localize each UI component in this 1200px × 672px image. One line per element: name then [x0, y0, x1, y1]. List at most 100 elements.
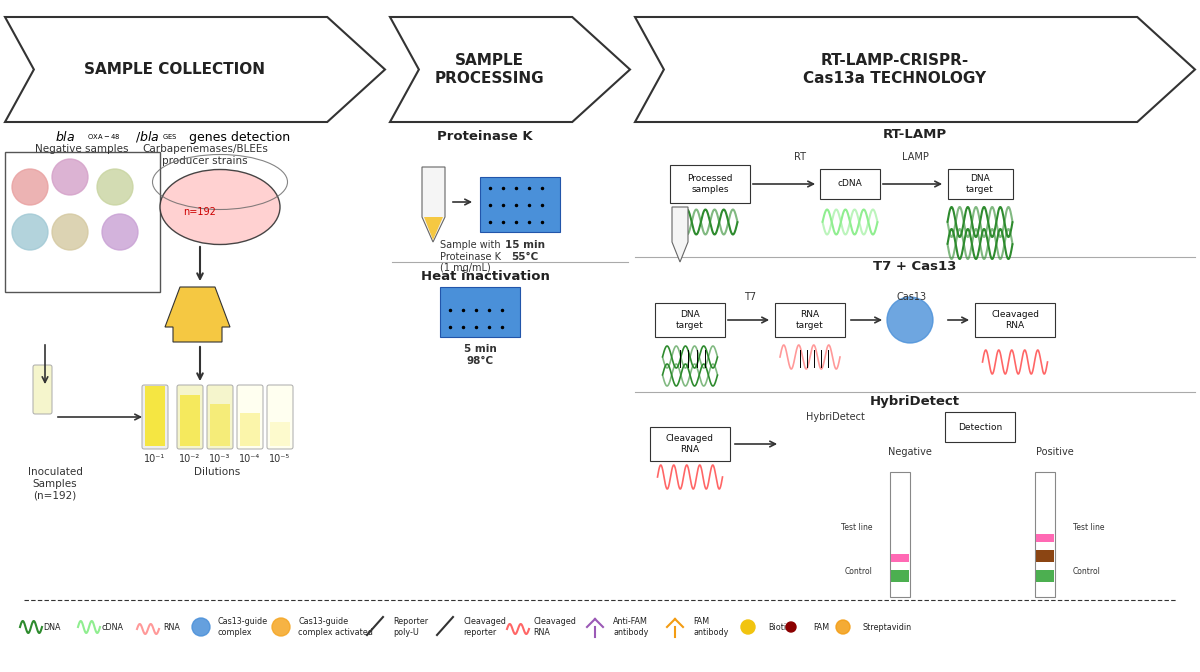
Text: n=192: n=192 [184, 207, 216, 217]
FancyBboxPatch shape [142, 385, 168, 449]
Text: HybriDetect: HybriDetect [805, 412, 864, 422]
Text: Positive: Positive [1036, 447, 1074, 457]
Text: DNA
target: DNA target [676, 310, 704, 330]
Circle shape [52, 214, 88, 250]
Circle shape [742, 620, 755, 634]
Text: FAM
antibody: FAM antibody [694, 618, 728, 636]
Bar [1036, 534, 1054, 542]
FancyBboxPatch shape [440, 287, 520, 337]
Text: $\mathregular{_{OXA-48}}$: $\mathregular{_{OXA-48}}$ [88, 132, 120, 142]
Text: LAMP: LAMP [901, 152, 929, 162]
Circle shape [52, 159, 88, 195]
Circle shape [192, 618, 210, 636]
Circle shape [272, 618, 290, 636]
Text: $\mathregular{_{GES}}$: $\mathregular{_{GES}}$ [162, 132, 178, 142]
FancyBboxPatch shape [180, 395, 200, 446]
Text: Sample with
Proteinase K
(1 mg/mL): Sample with Proteinase K (1 mg/mL) [440, 240, 502, 274]
FancyBboxPatch shape [240, 413, 260, 446]
Text: Negative samples: Negative samples [35, 144, 128, 154]
Text: T7: T7 [744, 292, 756, 302]
Text: Cleavaged
RNA: Cleavaged RNA [666, 434, 714, 454]
Text: Test line: Test line [840, 523, 872, 532]
Text: Cas13-guide
complex: Cas13-guide complex [218, 618, 268, 636]
Text: 10⁻⁴: 10⁻⁴ [239, 454, 260, 464]
Text: HybriDetect: HybriDetect [870, 396, 960, 409]
Text: 15 min
55°C: 15 min 55°C [505, 240, 545, 261]
Text: 10⁻¹: 10⁻¹ [144, 454, 166, 464]
Circle shape [97, 169, 133, 205]
Text: Heat inactivation: Heat inactivation [420, 271, 550, 284]
Text: Processed
samples: Processed samples [688, 174, 733, 194]
FancyBboxPatch shape [948, 169, 1013, 199]
Bar [890, 570, 910, 582]
Circle shape [12, 214, 48, 250]
Text: 10⁻⁵: 10⁻⁵ [269, 454, 290, 464]
Text: Biotin: Biotin [768, 622, 791, 632]
Text: RT-LAMP-CRISPR-
Cas13a TECHNOLOGY: RT-LAMP-CRISPR- Cas13a TECHNOLOGY [803, 53, 986, 86]
Text: Cleavaged
RNA: Cleavaged RNA [991, 310, 1039, 330]
Text: Reporter
poly-U: Reporter poly-U [394, 618, 428, 636]
FancyBboxPatch shape [890, 472, 910, 597]
Text: $\it{bla}$: $\it{bla}$ [55, 130, 76, 144]
FancyBboxPatch shape [210, 404, 230, 446]
Text: 10⁻²: 10⁻² [179, 454, 200, 464]
Text: RT-LAMP: RT-LAMP [883, 128, 947, 140]
Text: DNA: DNA [43, 622, 60, 632]
Polygon shape [5, 17, 385, 122]
Text: SAMPLE
PROCESSING: SAMPLE PROCESSING [434, 53, 545, 86]
FancyBboxPatch shape [238, 385, 263, 449]
Text: FAM: FAM [814, 622, 829, 632]
FancyBboxPatch shape [974, 303, 1055, 337]
Text: Test line: Test line [1073, 523, 1104, 532]
Ellipse shape [160, 169, 280, 245]
FancyBboxPatch shape [655, 303, 725, 337]
Polygon shape [424, 217, 443, 240]
Circle shape [102, 214, 138, 250]
Text: Cleavaged
reporter: Cleavaged reporter [463, 618, 506, 636]
Text: Cas13: Cas13 [896, 292, 928, 302]
Text: cDNA: cDNA [838, 179, 863, 189]
Text: Control: Control [844, 567, 872, 577]
Polygon shape [672, 207, 688, 262]
Text: Control: Control [1073, 567, 1100, 577]
FancyBboxPatch shape [946, 412, 1015, 442]
FancyBboxPatch shape [266, 385, 293, 449]
Text: Inoculated
Samples
(n=192): Inoculated Samples (n=192) [28, 467, 83, 500]
Text: 10⁻³: 10⁻³ [209, 454, 230, 464]
Circle shape [887, 297, 934, 343]
Text: $/\it{bla}$: $/\it{bla}$ [134, 130, 160, 144]
Text: genes detection: genes detection [185, 130, 290, 144]
FancyBboxPatch shape [5, 152, 160, 292]
Text: Dilutions: Dilutions [194, 467, 240, 477]
Text: Cleavaged
RNA: Cleavaged RNA [533, 618, 576, 636]
Bar [890, 554, 910, 562]
FancyBboxPatch shape [32, 365, 52, 414]
Polygon shape [390, 17, 630, 122]
Text: Cas13-guide
complex activated: Cas13-guide complex activated [298, 618, 373, 636]
FancyBboxPatch shape [178, 385, 203, 449]
Text: cDNA: cDNA [101, 622, 124, 632]
FancyBboxPatch shape [208, 385, 233, 449]
Text: Detection: Detection [958, 423, 1002, 431]
Text: T7 + Cas13: T7 + Cas13 [874, 261, 956, 274]
Text: Negative: Negative [888, 447, 932, 457]
Text: 5 min
98°C: 5 min 98°C [463, 344, 497, 366]
Text: Anti-FAM
antibody: Anti-FAM antibody [613, 618, 648, 636]
Circle shape [836, 620, 850, 634]
FancyBboxPatch shape [650, 427, 730, 461]
Text: Proteinase K: Proteinase K [437, 130, 533, 144]
Circle shape [12, 169, 48, 205]
Bar [1036, 550, 1054, 562]
FancyBboxPatch shape [670, 165, 750, 203]
Polygon shape [166, 287, 230, 342]
Text: Streptavidin: Streptavidin [863, 622, 912, 632]
Text: RNA
target: RNA target [796, 310, 824, 330]
Text: Carbapenemases/BLEEs
producer strains: Carbapenemases/BLEEs producer strains [142, 144, 268, 165]
Text: SAMPLE COLLECTION: SAMPLE COLLECTION [84, 62, 265, 77]
FancyBboxPatch shape [1034, 472, 1055, 597]
Polygon shape [635, 17, 1195, 122]
FancyBboxPatch shape [270, 422, 290, 446]
FancyBboxPatch shape [480, 177, 560, 232]
Polygon shape [422, 167, 445, 242]
Text: DNA
target: DNA target [966, 174, 994, 194]
